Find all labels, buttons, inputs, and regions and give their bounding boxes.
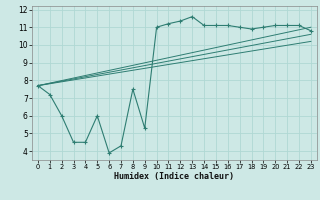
X-axis label: Humidex (Indice chaleur): Humidex (Indice chaleur) bbox=[115, 172, 234, 181]
